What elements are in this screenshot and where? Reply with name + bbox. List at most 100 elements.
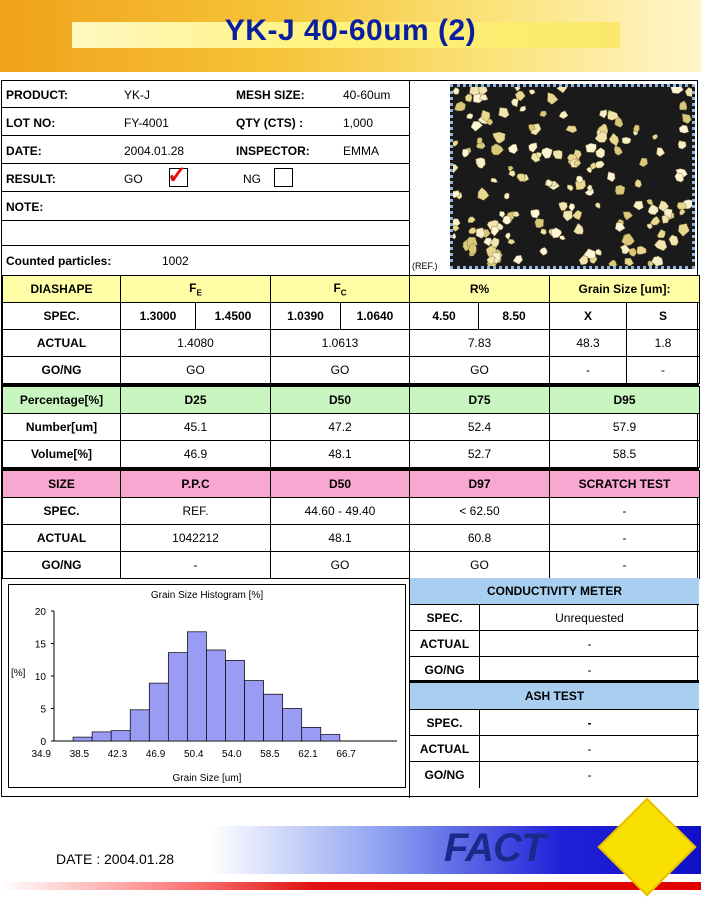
grain-particle [483,237,493,247]
grain-particle [681,113,692,124]
histogram-bar [206,649,226,742]
grain-particle [607,109,620,121]
grain-particle [586,166,593,174]
grain-particle [507,239,516,245]
spec-cell: 44.60 - 49.40 [270,497,410,525]
grain-particle [619,244,631,255]
grain-particle [468,227,477,234]
grain-particle [539,247,548,256]
number-cell: 52.4 [409,413,550,441]
histogram-bar [91,731,112,742]
grain-particle [512,254,523,265]
grain-particle [646,199,654,206]
side-panels: CONDUCTIVITY METER SPEC. Unrequested ACT… [410,578,699,788]
grain-particle [528,89,536,95]
grain-particle [608,132,620,147]
grain-particle [656,229,666,239]
actual-label: ACTUAL [2,329,121,357]
grain-particle [504,232,511,241]
product-value: YK-J [124,88,151,102]
counted-value: 1002 [162,254,189,268]
gong-label: GO/NG [2,356,121,384]
grain-particle [453,233,457,240]
grain-particle [465,93,473,103]
chart-title: Grain Size Histogram [%] [151,590,263,601]
grain-particle [632,200,644,211]
grain-particle [486,255,496,265]
grain-particle [490,177,498,183]
grain-particle [453,224,460,232]
gong-cell: GO [409,356,550,384]
grain-particle [636,245,647,255]
ng-checkbox[interactable] [274,168,293,187]
x-tick-label: 62.1 [298,749,318,760]
conductivity-actual-row: ACTUAL - [410,631,699,657]
d75-header: D75 [409,386,550,414]
grain-particle [677,140,687,150]
spec-cell: < 62.50 [409,497,550,525]
grain-particle [559,235,566,241]
product-info: PRODUCT: YK-J MESH SIZE: 40-60um LOT NO:… [2,81,410,275]
fc-header: FC [270,275,410,303]
grain-particle [502,215,512,225]
ash-spec-row: SPEC. - [410,710,699,736]
histogram-chart: Grain Size Histogram [%] Grain Size [um] [… [11,590,397,784]
diashape-header: DIASHAPE FE FC R% Grain Size [um]: [2,275,701,303]
grain-particle [679,100,688,111]
grain-particle [492,131,506,144]
fact-logo: FACT [444,826,545,870]
actual-cell: 7.83 [409,329,550,357]
conductivity-header: CONDUCTIVITY METER [410,578,699,605]
volume-cell: 58.5 [549,440,700,468]
grain-particle [453,87,460,95]
grain-particle [490,226,500,237]
footer-band [0,826,701,874]
section-divider [2,383,699,386]
grain-particle [574,159,582,167]
actual-cell: 1042212 [120,524,271,552]
number-cell: 45.1 [120,413,271,441]
histogram-bar [110,730,131,742]
number-cell: 47.2 [270,413,410,441]
note-label: NOTE: [6,200,44,214]
ash-test-header: ASH TEST [410,683,699,710]
grain-particle [534,218,544,229]
grain-particle [638,157,648,168]
spec-cell: 4.50 [409,302,479,330]
qty-value: 1,000 [343,116,374,130]
diashape-gong-row: GO/NG GO GO GO - - [2,356,701,384]
x-tick-label: 46.9 [146,749,166,760]
number-label: Number[um] [2,413,121,441]
grain-particle [468,242,477,255]
grain-particle [470,121,483,132]
grain-particle [491,143,504,156]
grain-particle [552,149,563,160]
grain-particle [536,151,542,158]
grain-particle [469,87,480,96]
histogram-bar [263,693,284,742]
gong-value: - [587,768,592,782]
grain-particle [528,142,538,153]
ash-gong-row: GO/NG - [410,762,699,788]
grain-particle [567,184,574,192]
actual-label: ACTUAL [410,736,480,762]
x-tick-label: 34.9 [31,749,51,760]
note-divider [2,220,410,221]
histogram-bar [320,734,341,742]
actual-value: - [587,637,592,651]
grain-particle [670,87,684,94]
grain-particle [453,190,461,199]
diashape-actual-row: ACTUAL 1.4080 1.0613 7.83 48.3 1.8 [2,329,701,357]
d50-header: D50 [270,386,410,414]
actual-label: ACTUAL [410,631,480,657]
gong-cell: - [549,356,627,384]
date-label: DATE: [6,144,42,158]
histogram-bar [225,660,245,742]
grain-particle [498,107,510,119]
grain-particle [539,110,547,118]
inspector-value: EMMA [343,144,379,158]
info-row-counted: Counted particles: 1002 [2,247,410,274]
size-gong-row: GO/NG - GO GO - [2,551,700,579]
go-checkbox[interactable]: ✓ [167,162,188,189]
spec-value: - [587,716,592,730]
